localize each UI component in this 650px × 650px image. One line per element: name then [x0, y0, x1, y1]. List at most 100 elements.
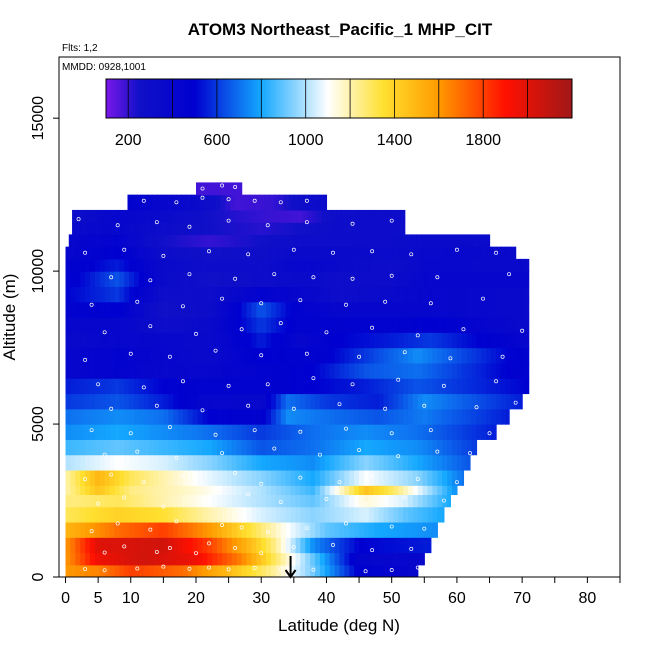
heatmap-cell: [334, 537, 341, 554]
colorbar-segment: [391, 79, 393, 118]
heatmap-cell: [344, 439, 350, 456]
heatmap-cell: [158, 301, 164, 318]
colorbar-segment: [136, 79, 138, 118]
heatmap-cell: [427, 317, 434, 333]
heatmap-cell: [285, 378, 292, 395]
heatmap-cell: [261, 332, 267, 349]
heatmap-cell: [310, 317, 316, 333]
heatmap-cell: [359, 537, 365, 554]
heatmap-cell: [173, 521, 179, 538]
heatmap-cell: [359, 439, 365, 456]
heatmap-cell: [271, 485, 277, 496]
heatmap-cell: [363, 408, 370, 425]
heatmap-cell: [251, 494, 257, 508]
heatmap-cell: [94, 454, 101, 471]
heatmap-cell: [124, 454, 130, 471]
heatmap-cell: [231, 258, 238, 272]
heatmap-cell: [383, 393, 390, 410]
heatmap-cell: [417, 469, 424, 486]
heatmap-cell: [205, 194, 212, 211]
heatmap-cell: [378, 301, 385, 318]
heatmap-cell: [417, 552, 424, 566]
heatmap-cell: [368, 506, 375, 523]
heatmap-cell: [300, 258, 306, 272]
heatmap-cell: [310, 286, 316, 303]
heatmap-cell: [461, 439, 468, 456]
heatmap-cell: [266, 246, 272, 260]
heatmap-cell: [491, 258, 497, 272]
heatmap-cell: [471, 286, 478, 303]
heatmap-cell: [334, 271, 341, 288]
heatmap-cell: [324, 258, 331, 272]
heatmap-cell: [275, 301, 282, 318]
colorbar-segment: [193, 79, 195, 118]
heatmap-cell: [182, 362, 189, 379]
heatmap-cell: [217, 521, 223, 538]
colorbar-segment: [374, 79, 376, 118]
heatmap-cell: [461, 286, 468, 303]
heatmap-cell: [525, 378, 530, 395]
heatmap-layer: [65, 393, 523, 410]
heatmap-cell: [119, 439, 125, 456]
heatmap-cell: [336, 209, 342, 223]
colorbar-segment: [166, 79, 168, 118]
heatmap-cell: [80, 469, 86, 486]
heatmap-cell: [158, 378, 164, 395]
heatmap-cell: [187, 393, 194, 410]
heatmap-cell: [215, 182, 222, 196]
heatmap-cell: [182, 564, 189, 577]
heatmap-cell: [466, 454, 471, 471]
heatmap-cell: [315, 393, 321, 410]
heatmap-cell: [143, 552, 150, 566]
heatmap-cell: [354, 564, 360, 577]
heatmap-cell: [80, 521, 86, 538]
heatmap-cell: [295, 564, 301, 577]
heatmap-cell: [65, 347, 72, 364]
heatmap-cell: [186, 234, 192, 248]
colorbar-segment: [121, 79, 123, 118]
heatmap-cell: [422, 552, 425, 566]
heatmap-cell: [305, 286, 311, 303]
colorbar-segment: [153, 79, 155, 118]
heatmap-cell: [349, 469, 355, 486]
heatmap-cell: [378, 332, 385, 349]
colorbar-segment: [508, 79, 510, 118]
heatmap-cell: [496, 408, 502, 425]
heatmap-cell: [140, 209, 147, 223]
observation-point: [180, 474, 185, 479]
colorbar-segment: [140, 79, 142, 118]
heatmap-cell: [363, 564, 370, 577]
heatmap-cell: [202, 552, 208, 566]
colorbar-segment: [164, 79, 166, 118]
colorbar-segment: [215, 79, 217, 118]
heatmap-cell: [220, 234, 226, 248]
heatmap-cell: [476, 424, 482, 440]
heatmap-cell: [290, 317, 297, 333]
heatmap-cell: [319, 537, 326, 554]
x-tick-label: 30: [252, 590, 270, 607]
heatmap-cell: [491, 286, 497, 303]
colorbar-segment: [378, 79, 380, 118]
heatmap-cell: [129, 439, 135, 456]
heatmap-cell: [89, 393, 96, 410]
heatmap-cell: [344, 258, 350, 272]
heatmap-cell: [163, 439, 169, 456]
heatmap-cell: [236, 332, 243, 349]
colorbar-segment: [256, 79, 258, 118]
heatmap-cell: [226, 271, 233, 288]
heatmap-cell: [241, 439, 248, 456]
heatmap-cell: [447, 286, 453, 303]
heatmap-cell: [145, 209, 151, 223]
heatmap-cell: [104, 552, 111, 566]
colorbar-segment: [477, 79, 479, 118]
heatmap-cell: [109, 286, 116, 303]
colorbar-segment: [187, 79, 189, 118]
colorbar-segment: [255, 79, 257, 118]
heatmap-cell: [178, 521, 184, 538]
heatmap-cell: [324, 552, 331, 566]
heatmap-cell: [442, 258, 448, 272]
heatmap-cell: [375, 222, 381, 236]
heatmap-cell: [331, 222, 337, 236]
heatmap-cell: [344, 332, 350, 349]
heatmap-cell: [173, 362, 179, 379]
